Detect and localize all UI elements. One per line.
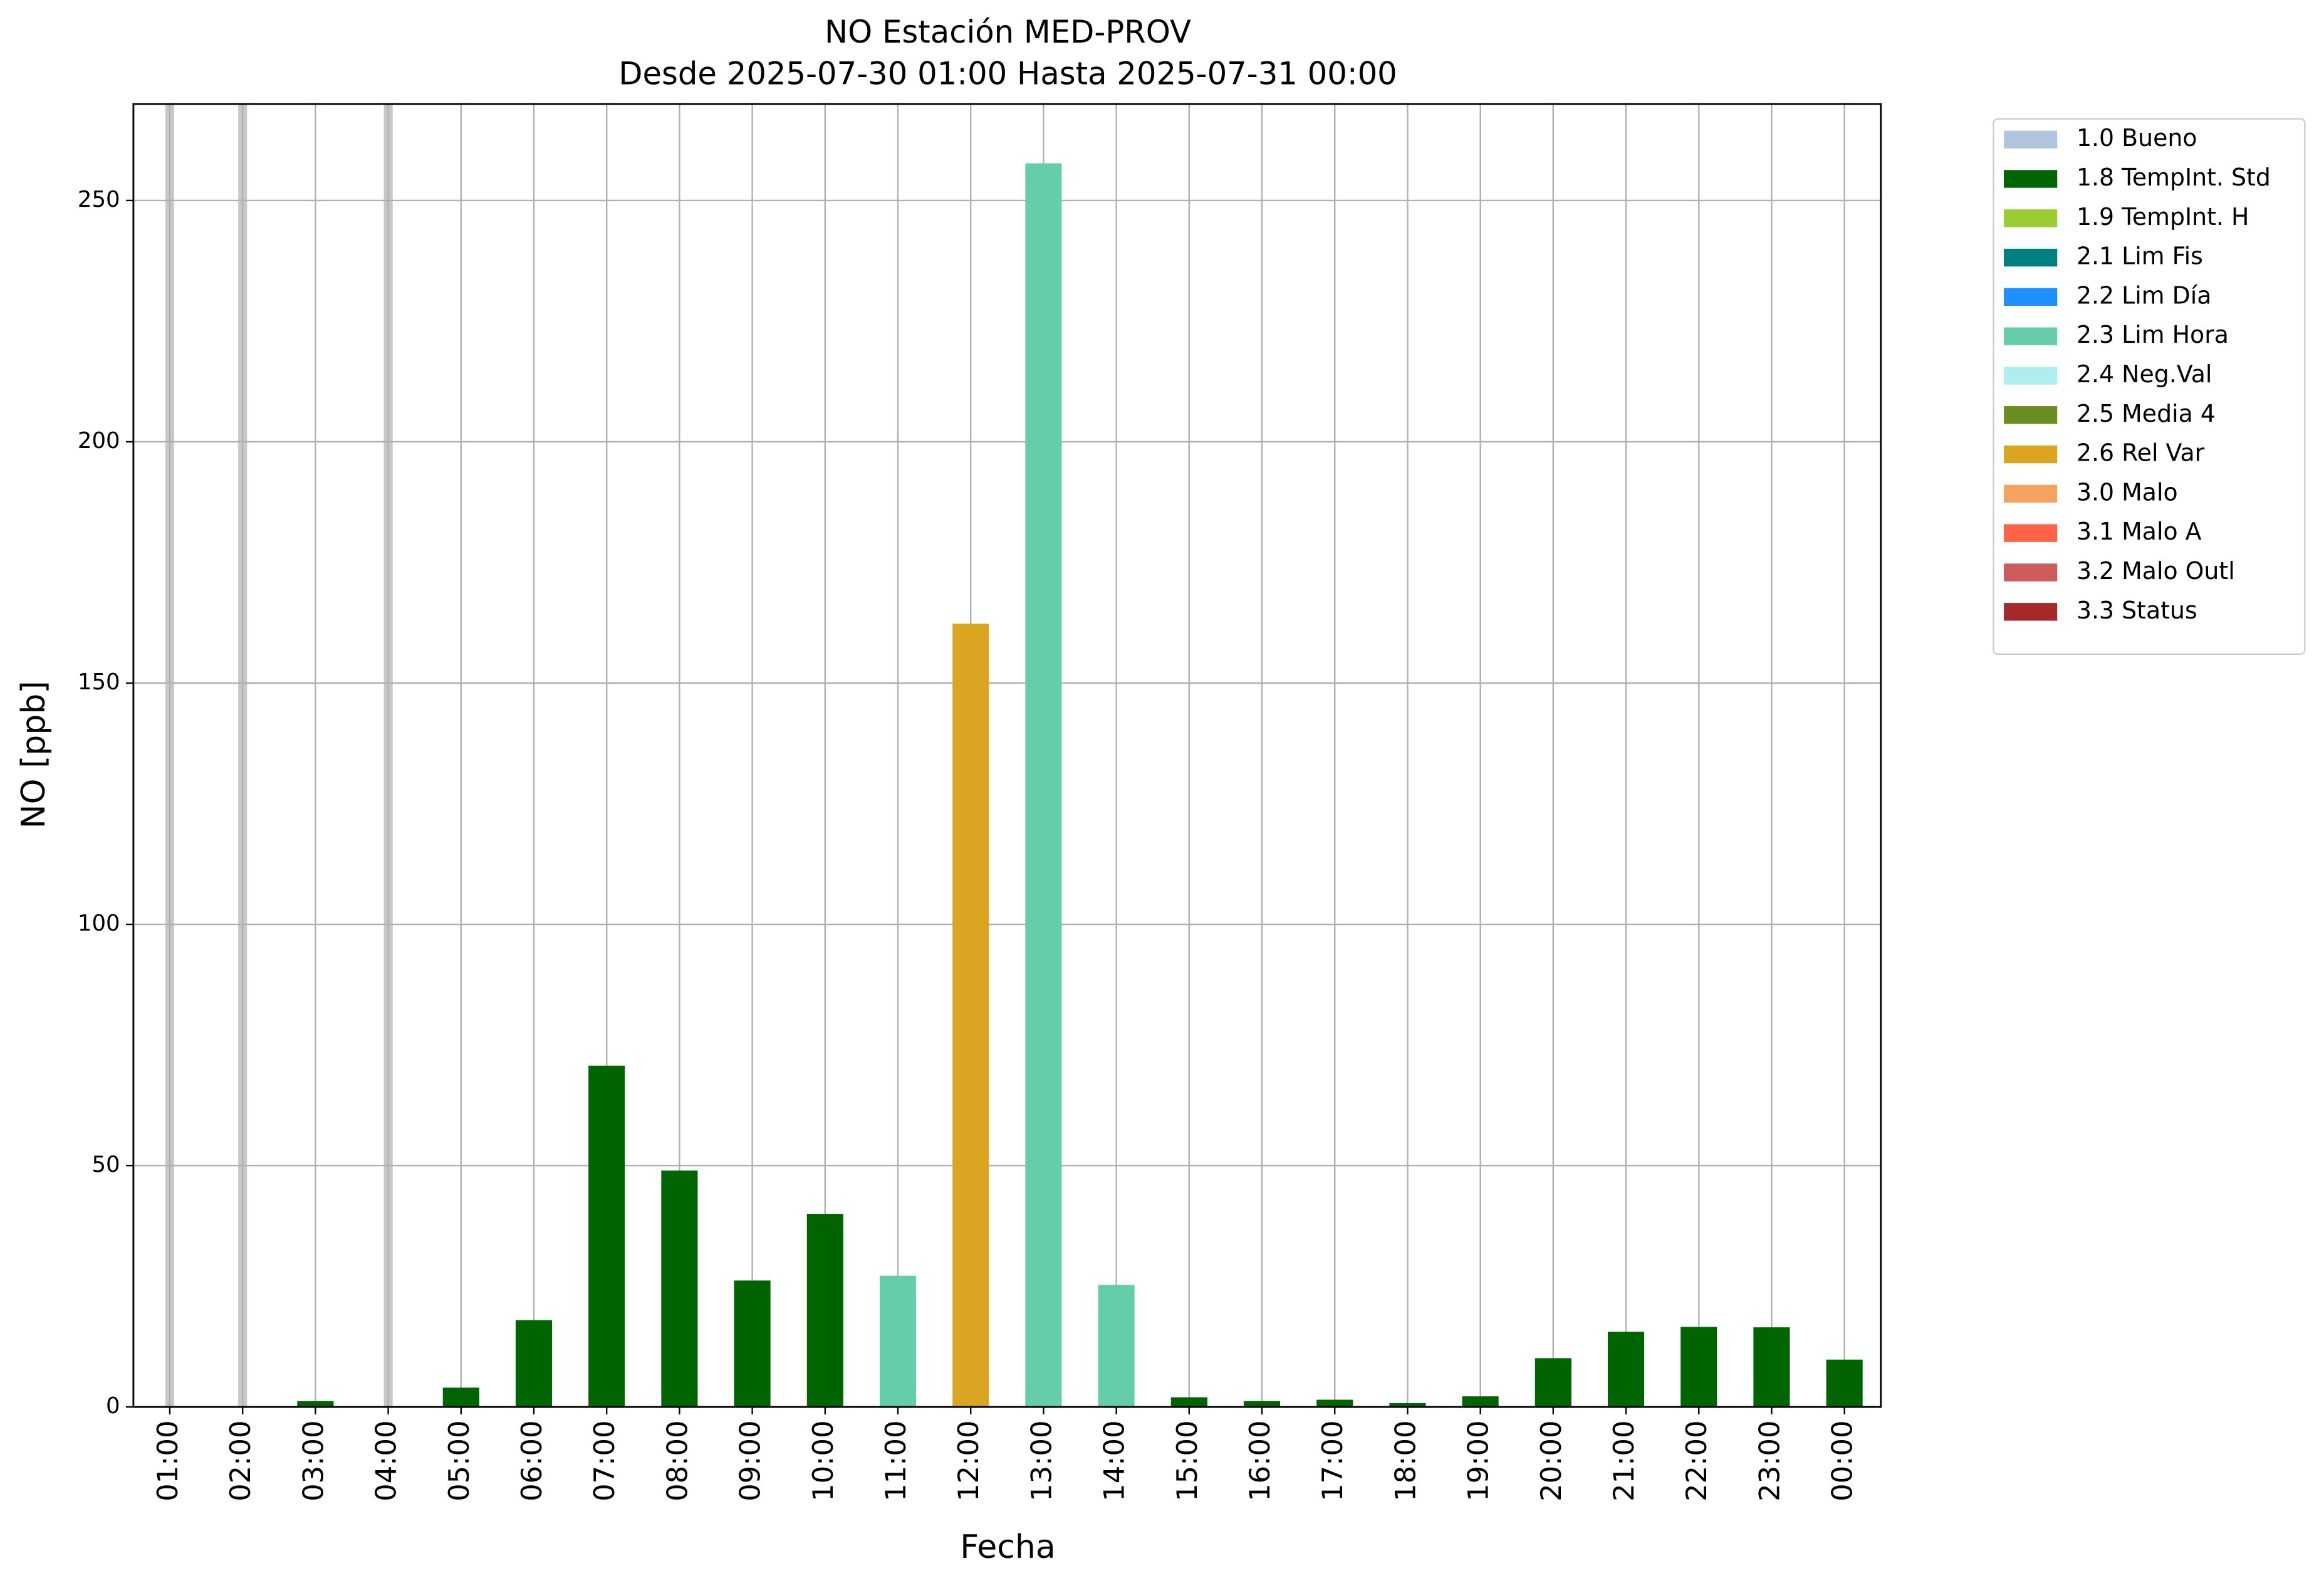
- y-tick-label: 150: [78, 669, 120, 695]
- legend-label: 2.1 Lim Fis: [2076, 243, 2203, 270]
- bar: [515, 1320, 553, 1408]
- y-tick-label: 0: [106, 1393, 120, 1419]
- legend-swatch: [2004, 524, 2058, 542]
- y-tick-label: 50: [91, 1152, 120, 1178]
- bar: [1243, 1401, 1281, 1408]
- bar: [1753, 1327, 1790, 1408]
- x-tick-label: 06:00: [515, 1420, 548, 1502]
- bar: [1389, 1403, 1426, 1408]
- chart-title: NO Estación MED-PROV: [825, 14, 1191, 50]
- chart-subtitle: Desde 2025-07-30 01:00 Hasta 2025-07-31 …: [618, 55, 1397, 91]
- legend-label: 3.1 Malo A: [2076, 518, 2202, 545]
- legend-swatch: [2004, 445, 2058, 464]
- bar: [1170, 1397, 1207, 1408]
- legend-box: [1993, 118, 2306, 656]
- legend-swatch: [2004, 288, 2058, 306]
- legend-swatch: [2004, 603, 2058, 621]
- x-tick-label: 13:00: [1024, 1420, 1058, 1502]
- legend-label: 3.2 Malo Outl: [2076, 557, 2235, 585]
- plot-frame: [132, 103, 1882, 1408]
- x-tick-label: 00:00: [1826, 1420, 1859, 1502]
- bar: [1535, 1358, 1571, 1408]
- bar: [1680, 1327, 1717, 1408]
- legend-swatch: [2004, 130, 2058, 149]
- legend-swatch: [2004, 367, 2058, 385]
- legend-label: 2.6 Rel Var: [2076, 439, 2205, 467]
- x-tick-label: 01:00: [151, 1420, 184, 1502]
- legend-swatch: [2004, 327, 2058, 345]
- x-tick-label: 21:00: [1607, 1420, 1640, 1502]
- legend-label: 3.0 Malo: [2076, 478, 2178, 506]
- x-tick-label: 02:00: [224, 1420, 257, 1502]
- legend-swatch: [2004, 406, 2058, 424]
- bar: [661, 1170, 698, 1408]
- y-tick-label: 100: [78, 911, 120, 936]
- legend-swatch: [2004, 484, 2058, 503]
- x-tick-label: 08:00: [660, 1420, 694, 1502]
- legend-swatch: [2004, 209, 2058, 227]
- legend-label: 1.8 TempInt. Std: [2076, 164, 2271, 191]
- bar: [1025, 163, 1062, 1408]
- x-tick-label: 16:00: [1243, 1420, 1276, 1502]
- legend-label: 2.3 Lim Hora: [2076, 321, 2229, 348]
- x-tick-label: 07:00: [588, 1420, 621, 1502]
- bar: [734, 1280, 771, 1408]
- x-tick-label: 05:00: [442, 1420, 476, 1502]
- legend-label: 1.0 Bueno: [2076, 124, 2197, 152]
- bar: [1098, 1285, 1135, 1408]
- bar: [297, 1401, 334, 1408]
- legend-swatch: [2004, 248, 2058, 267]
- bar: [1607, 1331, 1645, 1408]
- x-tick-label: 04:00: [370, 1420, 403, 1502]
- x-tick-label: 19:00: [1462, 1420, 1495, 1502]
- bar: [442, 1387, 479, 1408]
- x-tick-label: 20:00: [1535, 1420, 1568, 1502]
- y-tick-label: 200: [78, 428, 120, 454]
- x-tick-label: 12:00: [952, 1420, 985, 1502]
- x-tick-label: 23:00: [1753, 1420, 1786, 1502]
- legend-label: 1.9 TempInt. H: [2076, 203, 2249, 231]
- y-tick-label: 250: [78, 187, 120, 212]
- bar: [806, 1214, 843, 1408]
- x-tick-label: 17:00: [1316, 1420, 1349, 1502]
- bar: [1462, 1396, 1499, 1408]
- legend-label: 2.4 Neg.Val: [2076, 360, 2212, 388]
- legend-label: 3.3 Status: [2076, 597, 2197, 624]
- x-tick-label: 09:00: [734, 1420, 767, 1502]
- legend-swatch: [2004, 170, 2058, 188]
- legend-label: 2.2 Lim Día: [2076, 281, 2211, 309]
- y-axis-label: NO [ppb]: [15, 681, 53, 828]
- x-tick-label: 10:00: [806, 1420, 840, 1502]
- x-tick-label: 14:00: [1098, 1420, 1131, 1502]
- bar: [588, 1065, 625, 1408]
- x-tick-label: 18:00: [1389, 1420, 1422, 1502]
- x-tick-label: 11:00: [879, 1420, 912, 1502]
- bar: [1826, 1359, 1863, 1408]
- legend-label: 2.5 Media 4: [2076, 400, 2216, 427]
- bar: [1316, 1399, 1353, 1408]
- x-tick-label: 03:00: [296, 1420, 330, 1502]
- x-tick-label: 15:00: [1170, 1420, 1204, 1502]
- x-axis-label: Fecha: [960, 1528, 1056, 1566]
- x-tick-label: 22:00: [1680, 1420, 1713, 1502]
- legend-swatch: [2004, 563, 2058, 582]
- bar: [952, 624, 989, 1408]
- bar: [879, 1275, 917, 1408]
